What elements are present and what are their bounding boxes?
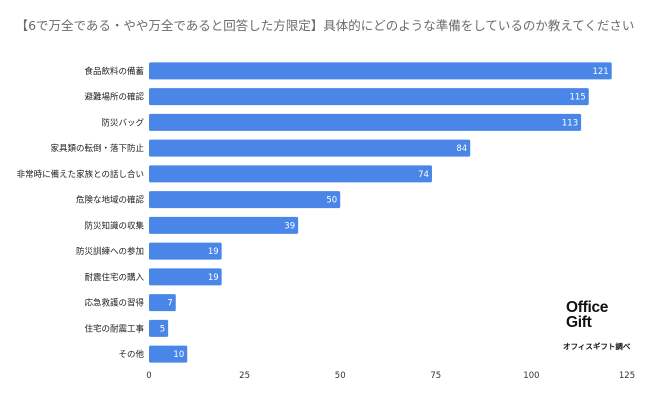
data-label: 7 [167,299,172,309]
data-label: 84 [456,144,467,154]
chart-title: 【6で万全である・やや万全であると回答した方限定】具体的にどのような準備をしてい… [16,18,635,33]
x-tick-label: 100 [523,371,539,381]
logo-line-1: Office [566,299,609,316]
category-label: その他 [118,349,144,360]
bar [149,113,582,131]
data-label: 121 [592,67,608,77]
bar [149,319,169,337]
category-label: 危険な地域の確認 [76,195,145,206]
category-label: 耐震住宅の購入 [84,272,144,283]
category-label: 応急救護の習得 [84,298,144,309]
data-label: 10 [173,350,184,360]
bar [149,345,188,363]
data-label: 113 [562,118,578,128]
category-label: 防災バッグ [101,117,144,128]
bar [149,139,471,157]
bar [149,191,341,209]
bar [149,268,222,286]
data-label: 39 [284,221,295,231]
x-tick-label: 0 [146,371,151,381]
x-tick-label: 50 [335,371,346,381]
data-label: 5 [160,324,165,334]
x-axis-ticks: 0 25 50 75 100 125 [146,371,635,381]
category-label: 食品飲料の備蓄 [84,66,144,77]
x-tick-label: 25 [239,371,250,381]
bar [149,62,612,80]
category-label: 防災訓練への参加 [76,246,144,257]
category-label: 非常時に備えた家族との話し合い [17,169,144,180]
x-tick-label: 75 [430,371,441,381]
office-gift-logo: Office Gift [566,299,609,331]
category-label: 避難場所の確認 [84,92,144,103]
data-label: 50 [326,196,337,206]
bar [149,242,222,260]
category-labels: 食品飲料の備蓄避難場所の確認防災バッグ家具類の転倒・落下防止非常時に備えた家族と… [17,66,145,360]
x-tick-label: 125 [619,371,635,381]
data-label: 19 [208,247,219,257]
bar [149,216,299,234]
logo-line-2: Gift [566,314,592,331]
data-label: 74 [418,170,429,180]
bar [149,165,432,183]
data-label: 19 [208,273,219,283]
bar [149,294,176,312]
category-label: 家具類の転倒・落下防止 [50,143,144,154]
bars-group: 121 115 113 84 74 50 39 19 19 7 5 10 [149,62,612,363]
bar [149,88,589,106]
data-label: 115 [570,93,586,103]
category-label: 防災知識の収集 [84,220,144,231]
source-note: オフィスギフト調べ [563,342,631,351]
category-label: 住宅の耐震工事 [84,323,144,334]
